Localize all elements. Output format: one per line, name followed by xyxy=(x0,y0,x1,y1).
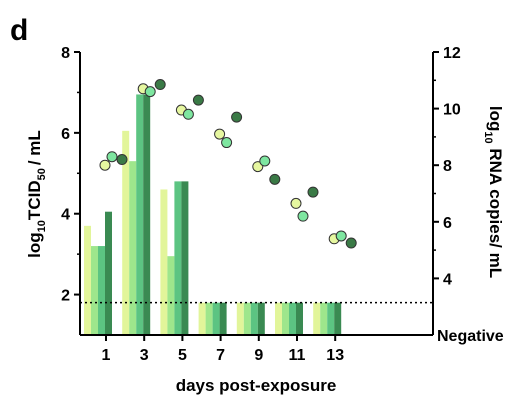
x-tick-label: 3 xyxy=(140,347,149,364)
x-axis-label: days post-exposure xyxy=(176,376,337,395)
right-axis: 4 6 8 10 12 Negative xyxy=(432,45,504,345)
y-axis-label-left: log10TCID50/ mL xyxy=(25,130,48,258)
panel-label: d xyxy=(10,14,28,47)
y-axis-label-right: log10 RNA copies/ mL xyxy=(482,106,505,278)
bar xyxy=(91,246,98,335)
right-tick-label: 4 xyxy=(443,271,452,288)
bar xyxy=(219,302,227,335)
bar xyxy=(236,302,244,335)
left-tick-label: 8 xyxy=(61,45,70,62)
bar xyxy=(98,246,105,335)
data-point xyxy=(335,230,347,242)
right-tick-label: 8 xyxy=(443,158,452,175)
bar xyxy=(296,302,303,335)
bar xyxy=(275,302,282,335)
data-point xyxy=(192,94,204,106)
bar xyxy=(167,256,175,335)
data-point xyxy=(290,197,302,209)
x-tick-label: 7 xyxy=(216,347,225,364)
bar xyxy=(257,302,265,335)
bar xyxy=(129,161,137,335)
x-tick-label: 9 xyxy=(254,347,263,364)
data-point xyxy=(297,210,309,222)
points-layer xyxy=(99,79,357,249)
right-tick-label: 10 xyxy=(443,102,461,119)
data-point xyxy=(214,128,226,140)
bar xyxy=(105,211,112,335)
negative-label: Negative xyxy=(437,328,504,345)
bar xyxy=(334,302,342,335)
bar xyxy=(136,94,144,335)
bar xyxy=(198,302,206,335)
bar xyxy=(327,302,335,335)
data-point xyxy=(106,151,118,163)
left-tick-label: 6 xyxy=(61,126,70,143)
bar xyxy=(84,225,91,335)
data-point xyxy=(144,86,156,98)
x-tick-label: 1 xyxy=(102,347,111,364)
left-axis: 2 4 6 8 xyxy=(61,45,81,335)
x-axis: 1 3 5 7 9 11 13 xyxy=(80,334,433,364)
bar xyxy=(313,302,321,335)
bars-layer xyxy=(84,94,342,335)
bar xyxy=(289,302,296,335)
bar xyxy=(174,181,182,335)
bar xyxy=(143,94,151,335)
data-point xyxy=(99,159,111,171)
left-tick-label: 2 xyxy=(61,288,70,305)
right-tick-label: 12 xyxy=(443,45,461,62)
data-point xyxy=(221,137,233,149)
x-tick-label: 5 xyxy=(178,347,187,364)
x-tick-label: 13 xyxy=(326,347,344,364)
bar xyxy=(243,302,251,335)
bar xyxy=(205,302,213,335)
bar xyxy=(181,181,189,335)
data-point xyxy=(116,154,128,166)
bar xyxy=(320,302,328,335)
bar xyxy=(160,189,168,335)
bar xyxy=(250,302,258,335)
data-point xyxy=(307,186,319,198)
data-point xyxy=(259,155,271,167)
data-point xyxy=(154,79,166,91)
data-point xyxy=(182,108,194,120)
data-point xyxy=(345,237,357,249)
x-tick-label: 11 xyxy=(289,347,306,364)
left-tick-label: 4 xyxy=(61,207,70,224)
data-point xyxy=(269,173,281,185)
bar xyxy=(122,130,130,335)
bar xyxy=(212,302,220,335)
bar xyxy=(282,302,289,335)
data-point xyxy=(231,111,243,123)
right-tick-label: 6 xyxy=(443,215,452,232)
